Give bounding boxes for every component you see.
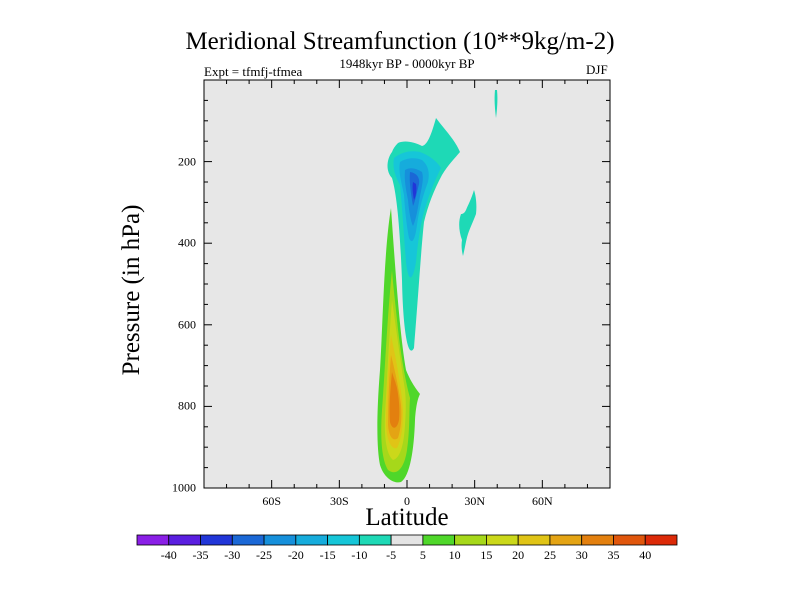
colorbar-label: -30 [224, 548, 241, 562]
x-axis-label: Latitude [365, 504, 449, 531]
colorbar-swatch [454, 534, 487, 546]
x-tick-label: 60N [531, 494, 553, 508]
colorbar-label: 10 [448, 548, 461, 562]
colorbar-label: 30 [575, 548, 588, 562]
contour-neg-30 [412, 182, 417, 200]
colorbar-label: -40 [160, 548, 177, 562]
period-label: 1948kyr BP - 0000kyr BP [339, 56, 475, 71]
colorbar-label: -35 [192, 548, 209, 562]
colorbar-swatch [200, 534, 233, 546]
colorbar-swatch [327, 534, 360, 546]
colorbar-label: -5 [386, 548, 397, 562]
season-label: DJF [586, 62, 608, 77]
colorbar-label: -20 [287, 548, 304, 562]
colorbar-label: 15 [480, 548, 493, 562]
colorbar-label: 5 [419, 548, 426, 562]
colorbar-swatch [263, 534, 297, 546]
y-tick-label: 400 [178, 235, 196, 250]
colorbar-label: 20 [512, 548, 525, 562]
colorbar-label: 25 [543, 548, 556, 562]
colorbar-label: -10 [351, 548, 368, 562]
x-tick-label: 0 [404, 494, 410, 508]
contour-patch-north [459, 190, 477, 256]
colorbar-swatch [358, 534, 392, 546]
y-tick-label: 600 [178, 317, 196, 332]
y-tick-label: 1000 [172, 480, 196, 495]
colorbar-swatch [549, 534, 583, 546]
colorbar-swatch [390, 534, 424, 546]
colorbar-label: 40 [639, 548, 652, 562]
chart-title: Meridional Streamfunction (10**9kg/m-2) [185, 28, 615, 55]
y-tick-label: 200 [178, 154, 196, 169]
colorbar-swatch [517, 534, 551, 546]
y-axis-label: Pressure (in hPa) [118, 204, 145, 376]
colorbar-swatch [422, 534, 456, 546]
colorbar-swatch [613, 534, 646, 546]
colorbar-label: -15 [319, 548, 336, 562]
contour-fill [377, 90, 498, 483]
colorbar-swatch [486, 534, 519, 546]
colorbar-swatch [581, 534, 614, 546]
colorbar-swatch [644, 534, 678, 546]
colorbar-label: 35 [607, 548, 620, 562]
axes [203, 79, 611, 489]
y-tick-label: 800 [178, 398, 196, 413]
colorbar-label: -25 [256, 548, 273, 562]
colorbar-swatch [168, 534, 201, 546]
x-tick-label: 60S [262, 494, 281, 508]
contour-pos-30 [389, 372, 400, 428]
colorbar [136, 534, 678, 546]
expt-label: Expt = tfmfj-tfmea [204, 64, 303, 79]
colorbar-swatch [136, 534, 170, 546]
colorbar-swatch [295, 534, 328, 546]
x-tick-label: 30N [464, 494, 485, 508]
colorbar-swatch [231, 534, 265, 546]
contour-sliver-north [494, 90, 498, 118]
x-tick-label: 30S [329, 494, 349, 508]
